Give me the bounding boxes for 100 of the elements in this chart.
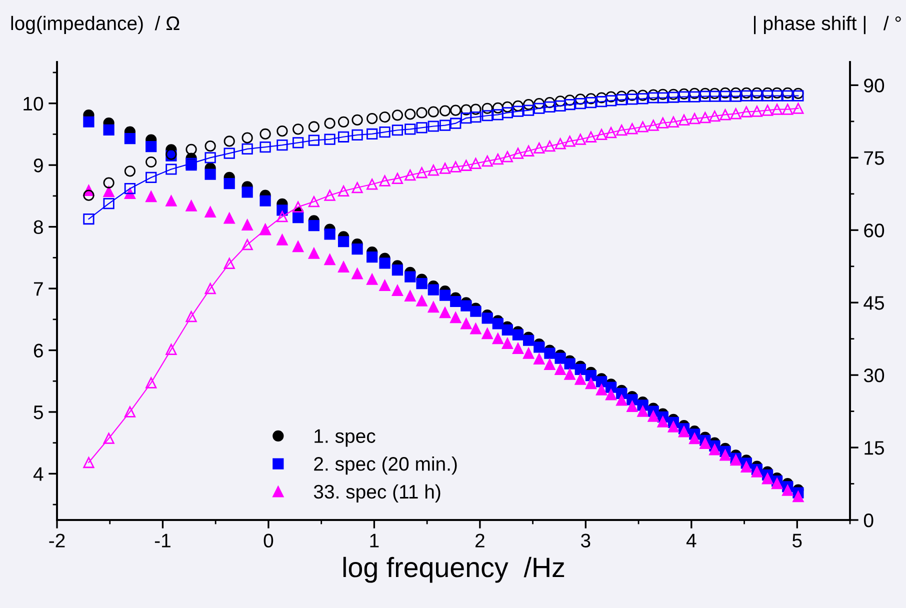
point — [392, 124, 404, 136]
x-tick-label: 0 — [264, 534, 274, 548]
point — [720, 109, 731, 120]
point — [585, 378, 597, 390]
point — [224, 212, 235, 224]
point — [276, 234, 288, 246]
legend-label: 1. spec — [314, 429, 376, 447]
point — [596, 376, 608, 388]
point — [616, 90, 628, 102]
point — [523, 98, 534, 110]
point — [428, 120, 439, 132]
point — [709, 444, 720, 456]
point — [740, 106, 752, 118]
point — [512, 100, 524, 112]
point — [103, 432, 114, 444]
point — [730, 90, 742, 102]
point — [502, 101, 513, 112]
point — [564, 358, 576, 370]
point — [762, 87, 774, 98]
point — [534, 102, 545, 114]
point — [482, 102, 493, 114]
point — [512, 148, 524, 159]
point — [292, 201, 304, 212]
point — [224, 258, 235, 270]
point — [523, 334, 534, 346]
y-tick-label: 5 — [34, 406, 43, 420]
point — [502, 107, 513, 118]
point — [186, 200, 197, 212]
point — [648, 92, 659, 104]
point — [637, 121, 648, 132]
point — [166, 344, 177, 356]
point — [534, 142, 545, 154]
point — [792, 88, 804, 99]
y-tick-label: 7 — [34, 282, 43, 296]
point — [626, 94, 638, 105]
point — [792, 90, 804, 102]
point — [637, 90, 648, 101]
x-tick-label: 4 — [686, 534, 696, 548]
y-tick-label: 8 — [34, 220, 43, 234]
point — [740, 87, 752, 98]
point — [771, 87, 783, 98]
point — [352, 182, 363, 194]
point — [564, 368, 576, 380]
point — [574, 98, 586, 110]
point — [700, 90, 711, 102]
point — [596, 96, 608, 108]
point — [450, 296, 462, 308]
point — [428, 164, 439, 176]
y-tick-label: 9 — [34, 158, 43, 172]
point — [428, 106, 439, 118]
point — [416, 122, 428, 134]
point — [470, 158, 482, 170]
point — [428, 284, 439, 296]
point — [276, 126, 288, 137]
point — [544, 348, 556, 359]
point — [678, 426, 690, 438]
point — [276, 211, 288, 222]
point — [352, 243, 363, 255]
point — [782, 90, 794, 102]
point — [204, 206, 216, 218]
legend-label: 33. spec (11 h) — [314, 484, 440, 502]
y2-axis-title: | phase shift | / ° — [754, 16, 901, 34]
y2-tick-label: 60 — [864, 224, 884, 238]
point — [626, 123, 638, 134]
point — [450, 104, 462, 116]
point — [292, 241, 304, 252]
point — [460, 112, 472, 124]
point — [416, 295, 428, 306]
point — [224, 148, 235, 159]
point — [308, 248, 320, 259]
point — [103, 177, 114, 188]
y2-tick-label: 0 — [864, 513, 874, 528]
point — [83, 190, 94, 201]
point — [379, 258, 390, 269]
x-tick-label: 5 — [792, 534, 802, 548]
point — [751, 87, 763, 98]
point — [720, 90, 731, 102]
point — [392, 264, 404, 276]
point — [83, 116, 94, 128]
point — [626, 400, 638, 412]
point — [492, 154, 504, 165]
point — [762, 104, 774, 116]
point — [470, 112, 482, 123]
point — [544, 140, 556, 152]
point — [534, 98, 545, 110]
point — [242, 132, 253, 144]
point — [470, 104, 482, 115]
point — [260, 195, 271, 206]
point — [709, 90, 720, 102]
point — [700, 112, 711, 124]
x-axis-title: log frequency /Hz — [343, 556, 564, 583]
point — [416, 107, 428, 118]
point — [574, 374, 586, 385]
point — [146, 377, 157, 388]
point — [83, 456, 94, 468]
point — [260, 141, 271, 153]
point — [416, 278, 428, 290]
point — [492, 102, 504, 114]
point — [124, 166, 136, 177]
point — [224, 136, 235, 147]
